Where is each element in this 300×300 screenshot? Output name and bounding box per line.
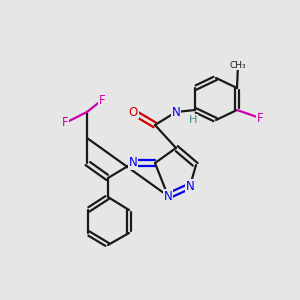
Text: F: F <box>257 112 263 124</box>
Text: F: F <box>62 116 68 130</box>
Text: O: O <box>128 106 138 118</box>
Text: N: N <box>186 179 194 193</box>
Text: CH₃: CH₃ <box>230 61 246 70</box>
Text: H: H <box>189 115 197 125</box>
Text: N: N <box>129 157 137 169</box>
Text: N: N <box>172 106 180 118</box>
Text: F: F <box>99 94 105 106</box>
Text: N: N <box>164 190 172 202</box>
